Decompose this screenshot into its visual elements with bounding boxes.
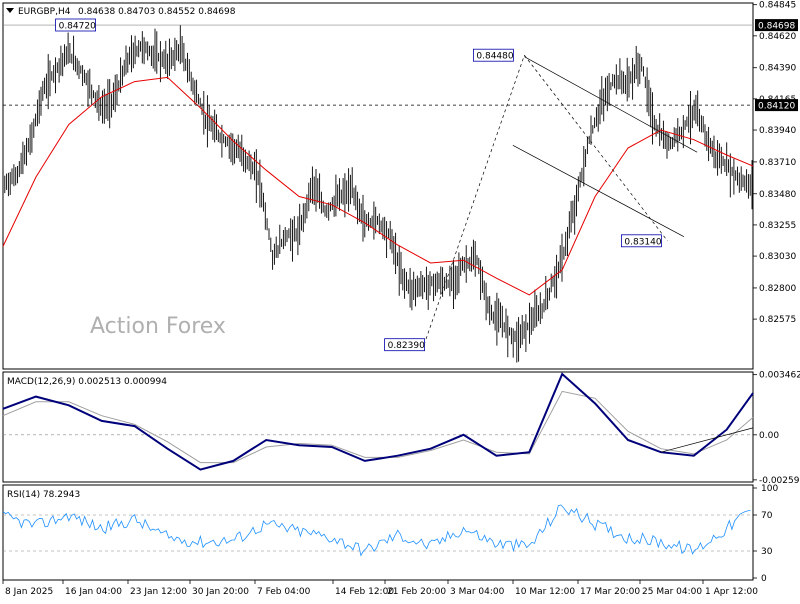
watermark: Action Forex: [90, 314, 226, 339]
annotation-box: [384, 338, 426, 352]
y-tick-label: 0.83480: [759, 190, 796, 200]
x-tick-label: 16 Jan 04:00: [65, 587, 122, 597]
channel-lower-line: [512, 144, 685, 238]
macd-title: MACD(12,26,9) 0.002513 0.000994: [7, 377, 167, 387]
y-tick-label: 0.82800: [759, 284, 796, 294]
y-tick-label: 0.84390: [759, 64, 796, 74]
macd-main-line: [2, 372, 754, 471]
y-tick-label: 0.83940: [759, 126, 796, 136]
rsi-y-tick-label: 0: [761, 574, 767, 584]
annotation-box: [621, 234, 662, 248]
macd-y-tick-label: 0.003462: [759, 371, 800, 381]
macd-trend-line: [660, 427, 754, 453]
x-tick-label: 17 Mar 20:00: [580, 587, 640, 597]
annotation-label: 0.84720: [59, 22, 96, 32]
rsi-title: RSI(14) 78.2943: [7, 490, 80, 500]
x-tick-label: 8 Jan 2025: [5, 587, 53, 597]
rsi-pane-frame: [2, 484, 754, 581]
x-tick-label: 1 Apr 12:00: [705, 587, 758, 597]
y-tick-label: 0.83030: [759, 252, 796, 262]
x-tick-label: 3 Mar 04:00: [450, 587, 505, 597]
x-tick-label: 25 Mar 04:00: [642, 587, 702, 597]
x-tick-label: 7 Feb 04:00: [257, 587, 311, 597]
macd-layer: 0.003462 0.00 -0.002593: [2, 371, 800, 486]
x-tick-label: 10 Mar 12:00: [515, 587, 575, 597]
annotation-label: 0.83140: [624, 237, 661, 247]
annotation-box: [472, 48, 514, 62]
header-dropdown-icon: [6, 8, 14, 13]
x-tick-label: 14 Feb 12:00: [335, 587, 394, 597]
x-tick-label: 21 Feb 20:00: [387, 587, 446, 597]
y-tick-label: 0.84620: [759, 32, 796, 42]
macd-pane-frame: [2, 371, 754, 483]
price-label-box-level: [755, 99, 798, 112]
price-bars: [2, 25, 753, 363]
annotation-box: [55, 18, 96, 32]
macd-y-tick-label: -0.002593: [759, 476, 800, 486]
rsi-y-tick-label: 100: [761, 484, 778, 494]
main-price-layer: 0.84720 0.84480 0.83140 0.82390: [2, 18, 754, 363]
rsi-layer: 100 70 30 0: [2, 484, 778, 584]
rsi-line: [2, 504, 751, 557]
chart-header-ohlc: 0.84638 0.84703 0.84552 0.84698: [78, 7, 236, 17]
price-label-last: 0.84698: [758, 22, 795, 32]
moving-average-line: [2, 76, 754, 296]
y-tick-label: 0.83255: [759, 221, 796, 231]
y-tick-label: 0.82575: [759, 315, 796, 325]
x-tick-label: 30 Jan 20:00: [192, 587, 249, 597]
channel-upper-line: [524, 56, 698, 153]
rsi-y-tick-label: 70: [761, 511, 773, 521]
y-tick-label: 0.84845: [759, 1, 796, 11]
annotation-label: 0.84480: [476, 52, 513, 62]
rsi-y-tick-label: 30: [761, 547, 773, 557]
price-label-level: 0.84120: [758, 102, 795, 112]
y-tick-label: 0.83710: [759, 158, 796, 168]
annotation-label: 0.82390: [388, 341, 425, 351]
chart-header-symbol: EURGBP,H4: [18, 7, 71, 17]
price-label-box-last: [755, 19, 798, 32]
x-tick-label: 23 Jan 12:00: [130, 587, 187, 597]
macd-y-tick-label: 0.00: [759, 431, 779, 441]
